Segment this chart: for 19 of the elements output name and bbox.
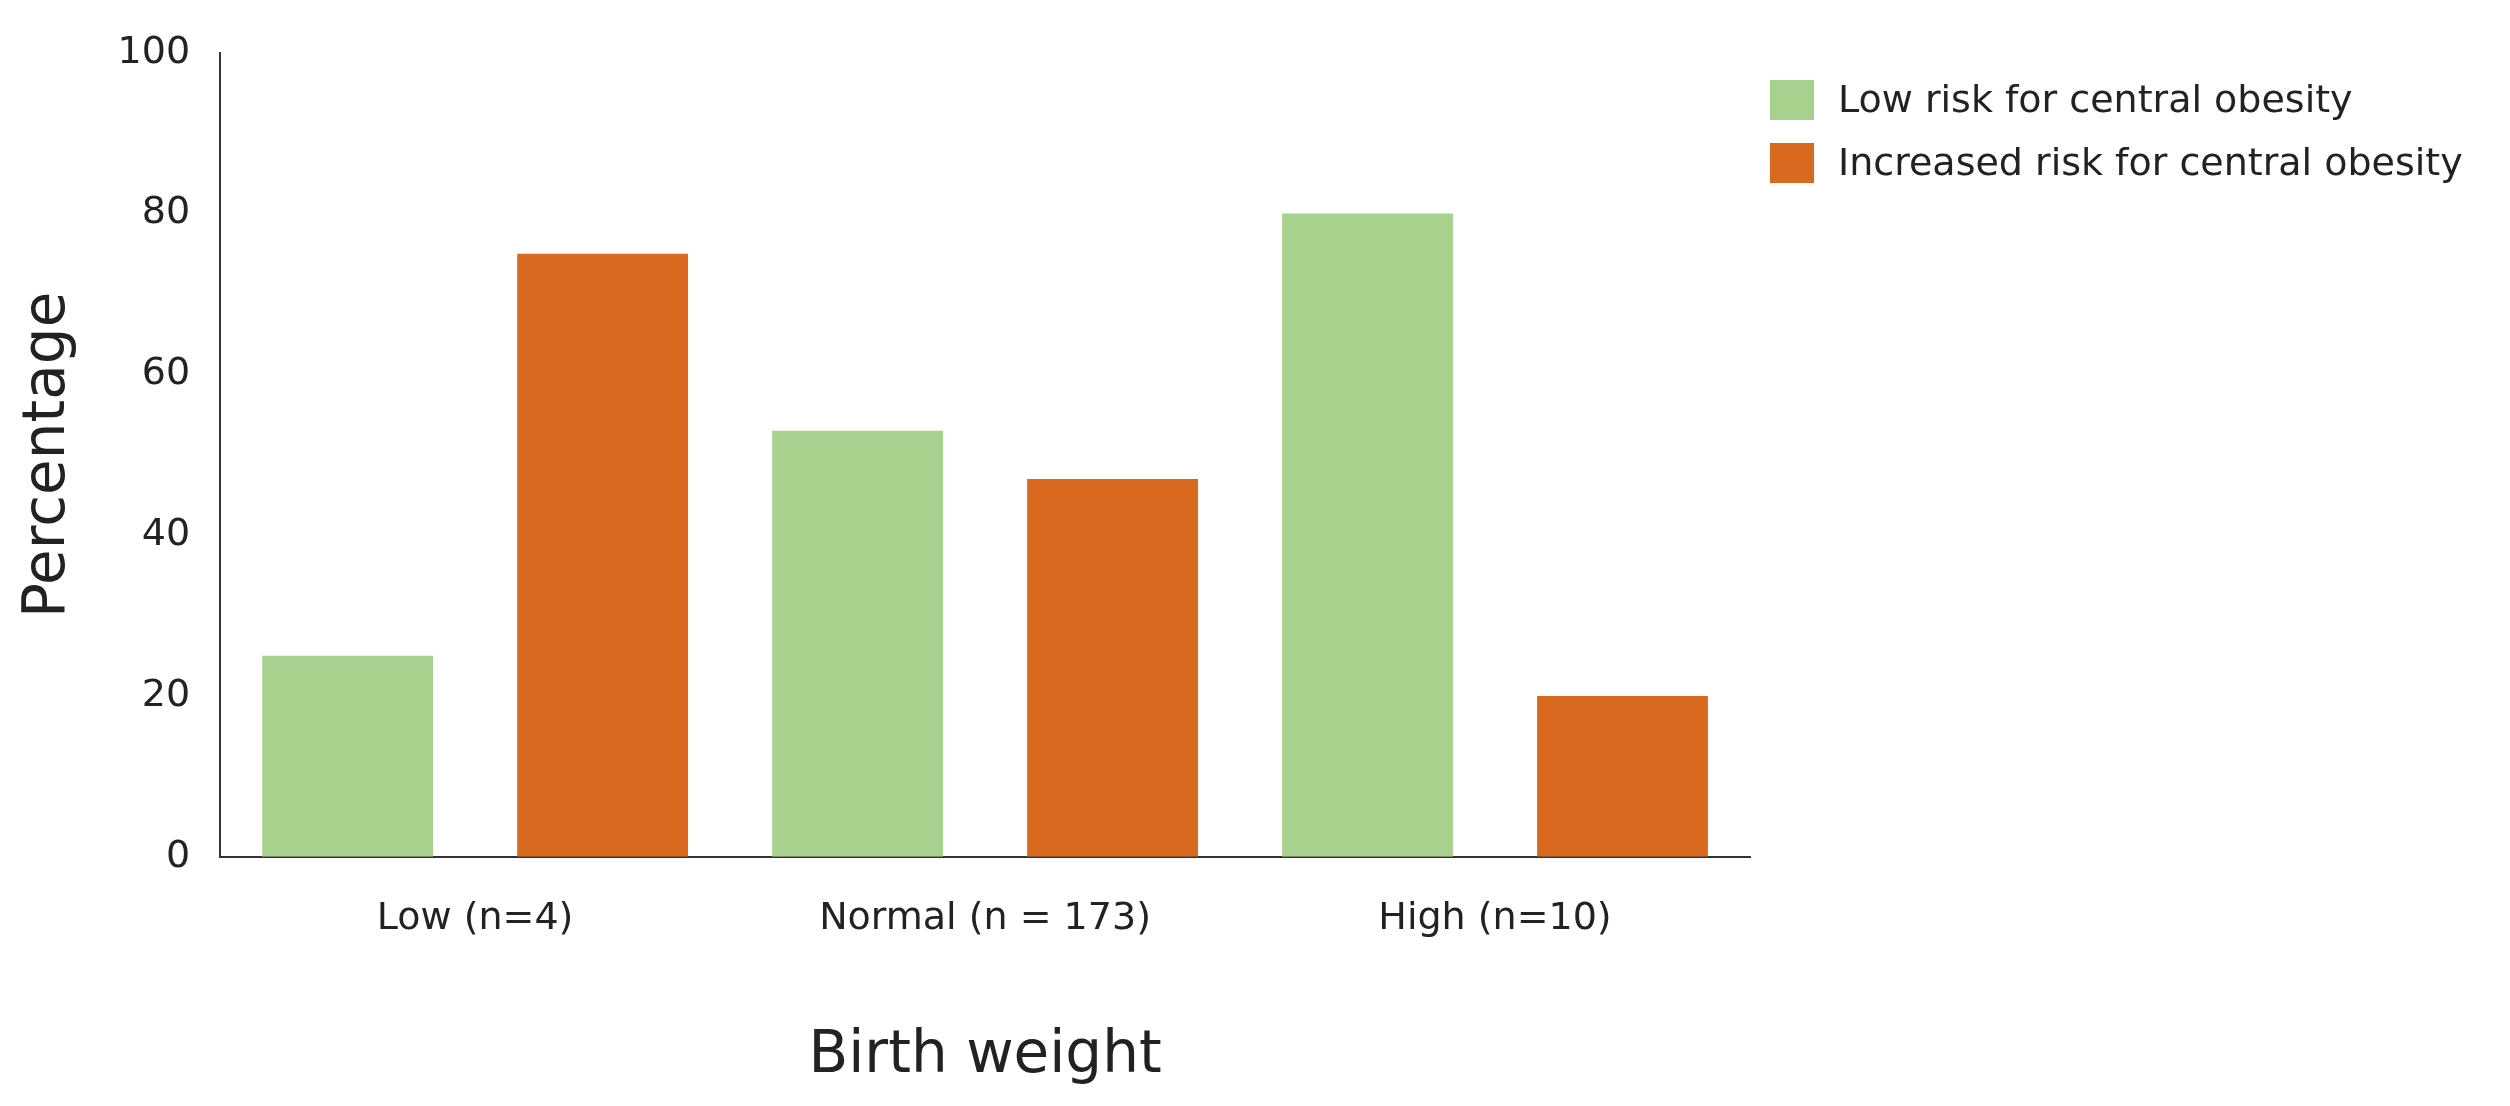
x-tick-label: Normal (n = 173) xyxy=(819,894,1151,939)
y-tick-label: 100 xyxy=(117,27,191,72)
x-axis-title: Birth weight xyxy=(808,1018,1162,1087)
y-tick-label: 40 xyxy=(141,510,191,555)
bar xyxy=(1027,478,1198,857)
bar xyxy=(1282,213,1453,857)
y-tick-label: 0 xyxy=(165,831,191,876)
bar xyxy=(772,430,943,857)
legend-label: Increased risk for central obesity xyxy=(1838,138,2463,186)
legend-label: Low risk for central obesity xyxy=(1838,76,2353,123)
y-axis-title: Percentage xyxy=(9,291,78,618)
y-tick-label: 60 xyxy=(141,349,191,394)
bar xyxy=(262,655,434,857)
y-tick-label: 80 xyxy=(141,188,191,233)
y-tick-label: 20 xyxy=(141,670,191,715)
bar xyxy=(1537,696,1708,857)
bar xyxy=(517,253,689,857)
x-tick-label: Low (n=4) xyxy=(376,894,574,939)
x-tick-label: High (n=10) xyxy=(1378,894,1612,939)
